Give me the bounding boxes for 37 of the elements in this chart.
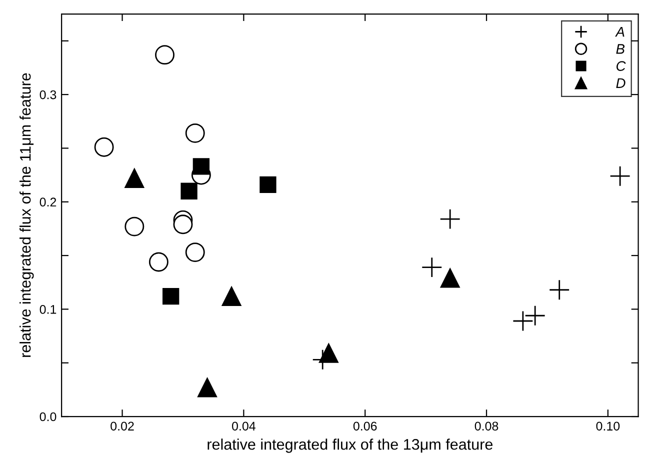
point (173, 214, 193, 234)
y-tick-label: 0.2 (40, 198, 56, 207)
point (512, 310, 534, 332)
legend-label: D (616, 78, 626, 88)
point (155, 45, 174, 65)
point (222, 286, 242, 306)
legend-label: A (615, 27, 624, 37)
point (260, 176, 276, 194)
point (198, 378, 217, 398)
point (162, 288, 180, 305)
y-tick-label: 0.1 (40, 304, 56, 314)
x-tick-label: 0.06 (353, 422, 377, 431)
legend-label: B (616, 44, 625, 54)
point (124, 216, 144, 236)
y-axis-title: relative integrated flux of the 11μm feature (20, 73, 34, 357)
point (180, 182, 198, 200)
y-tick-label: 0.3 (40, 90, 56, 100)
point (185, 123, 205, 143)
point (610, 166, 630, 187)
point (192, 158, 210, 175)
point (440, 208, 461, 230)
point (148, 252, 168, 272)
point (124, 168, 144, 188)
x-tick-label: 0.02 (110, 422, 134, 431)
x-tick-label: 0.08 (474, 422, 498, 431)
point (440, 268, 460, 288)
y-tick-label: 0.0 (40, 412, 56, 422)
legend-label: C (616, 61, 626, 71)
x-tick-label: 0.10 (596, 422, 620, 431)
point (548, 279, 570, 300)
point (94, 137, 114, 157)
point (185, 242, 205, 262)
point (318, 343, 338, 363)
x-tick-label: 0.04 (232, 422, 256, 431)
point (524, 305, 546, 326)
point (421, 256, 442, 278)
x-axis-title: relative integrated flux of the 13μm feature (208, 438, 493, 453)
